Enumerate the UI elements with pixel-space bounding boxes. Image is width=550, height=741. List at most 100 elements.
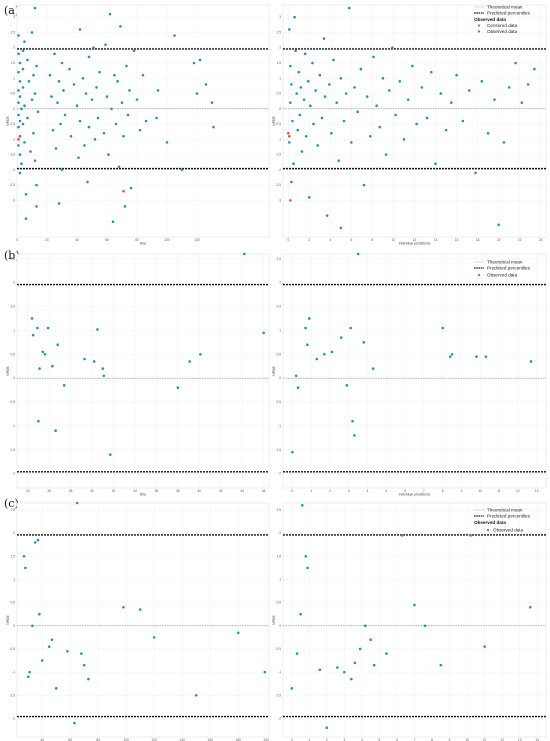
y-tick-label: 0 xyxy=(279,376,281,380)
observed-point xyxy=(330,131,333,135)
observed-point xyxy=(17,125,20,129)
observed-point xyxy=(23,104,26,108)
panel-label-c: (c) xyxy=(4,497,19,510)
y-tick-label: 2 xyxy=(279,531,281,535)
observed-point xyxy=(132,49,136,53)
observed-point xyxy=(398,80,402,83)
x-tick-label: 9 xyxy=(461,489,463,493)
x-tick-label: 6 xyxy=(396,738,398,741)
y-tick-label: -1.5 xyxy=(276,153,282,157)
observed-point xyxy=(38,612,41,616)
observed-point xyxy=(385,652,388,655)
observed-point xyxy=(299,612,302,616)
y-axis-label: NPDE xyxy=(6,615,10,625)
x-tick-label: 30 xyxy=(90,489,94,493)
observed-point xyxy=(62,384,66,387)
observed-point xyxy=(125,64,128,68)
observed-point xyxy=(24,192,28,196)
legend-censored-swatch xyxy=(477,24,481,27)
censored-point xyxy=(289,199,292,202)
observed-point xyxy=(155,116,158,120)
observed-point xyxy=(467,89,471,92)
observed-point xyxy=(17,101,20,104)
observed-point xyxy=(469,534,472,537)
censored-point xyxy=(288,134,291,138)
observed-point xyxy=(349,326,352,330)
observed-point xyxy=(292,162,295,166)
observed-point xyxy=(290,83,293,86)
observed-point xyxy=(425,116,429,120)
observed-point xyxy=(38,367,41,370)
observed-point xyxy=(17,113,20,117)
observed-point xyxy=(413,603,416,607)
observed-point xyxy=(83,144,86,147)
observed-point xyxy=(299,86,303,89)
observed-point xyxy=(262,331,265,335)
x-tick-label: 0 xyxy=(287,238,289,242)
x-tick-label: 28 xyxy=(69,489,73,493)
y-tick-label: -1 xyxy=(278,137,281,141)
x-tick-label: 40 xyxy=(198,489,202,493)
observed-point xyxy=(47,645,51,648)
x-tick-label: 60 xyxy=(68,738,72,741)
observed-point xyxy=(311,61,314,65)
observed-point xyxy=(441,326,444,330)
x-tick-label: 140 xyxy=(180,738,186,741)
observed-point xyxy=(210,101,214,104)
observed-point xyxy=(33,6,37,10)
observed-point xyxy=(46,326,50,330)
observed-point xyxy=(30,317,34,320)
x-tick-label: 40 xyxy=(75,238,79,242)
observed-point xyxy=(41,350,45,354)
y-tick-label: 0.5 xyxy=(11,601,16,605)
observed-point xyxy=(526,83,530,86)
y-tick-label: -1 xyxy=(278,424,281,428)
observed-point xyxy=(69,134,73,138)
plot-c-left: -2 -1.5 -1 -0.5 0 0.5 1 1.5 2 2.5 40 60 80 100 120 140 1… xyxy=(6,501,270,741)
observed-point xyxy=(372,663,376,667)
x-tick-label: 42 xyxy=(219,489,223,493)
y-tick-label: 2 xyxy=(279,281,281,285)
observed-point xyxy=(62,89,65,92)
observed-point xyxy=(400,534,404,537)
observed-point xyxy=(318,668,322,672)
y-tick-label: -2 xyxy=(12,472,15,476)
legend-pct-label: Predicted percentiles xyxy=(487,266,531,271)
x-axis-label: time xyxy=(140,493,147,497)
observed-point xyxy=(114,122,118,126)
observed-point xyxy=(450,101,453,104)
y-tick-label: 1.5 xyxy=(277,305,282,309)
y-tick-label: -1 xyxy=(12,137,15,141)
observed-point xyxy=(291,450,294,454)
observed-point xyxy=(92,360,96,363)
x-tick-label: 0 xyxy=(16,238,18,242)
observed-point xyxy=(37,419,40,423)
observed-point xyxy=(77,156,80,159)
y-tick-label: -1.5 xyxy=(10,448,16,452)
observed-point xyxy=(117,165,121,169)
observed-point xyxy=(22,554,26,558)
observed-point xyxy=(176,386,180,390)
y-tick-label: 1 xyxy=(279,577,281,581)
y-tick-label: -2 xyxy=(278,716,281,720)
observed-point xyxy=(344,92,348,95)
y-tick-label: -1.5 xyxy=(276,693,282,697)
observed-point xyxy=(128,89,131,92)
observed-point xyxy=(484,355,488,358)
plot-frame xyxy=(16,502,270,738)
observed-point xyxy=(32,73,35,77)
x-tick-label: 40 xyxy=(40,738,44,741)
observed-point xyxy=(57,80,61,83)
observed-point xyxy=(289,101,292,104)
observed-point xyxy=(243,252,246,256)
x-tick-label: 4 xyxy=(361,738,363,741)
y-tick-label: 1 xyxy=(13,577,15,581)
observed-point xyxy=(17,70,20,74)
observed-point xyxy=(56,343,60,347)
observed-point xyxy=(18,80,22,83)
observed-point xyxy=(87,125,91,129)
observed-point xyxy=(325,726,329,730)
observed-point xyxy=(430,70,433,74)
y-tick-label: -0.5 xyxy=(10,647,16,651)
